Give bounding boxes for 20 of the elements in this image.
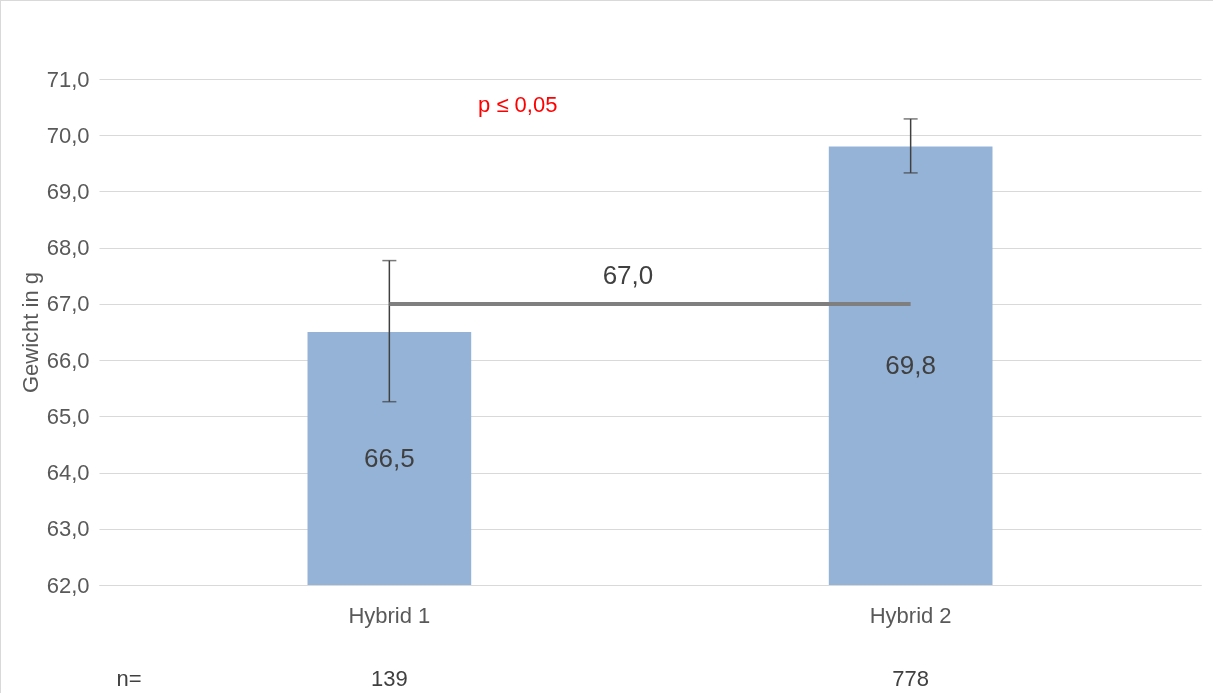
y-tick-label: 67,0 — [46, 291, 90, 317]
text: 139 — [371, 666, 408, 691]
text: 778 — [892, 666, 929, 691]
y-tick-label: 64,0 — [46, 460, 90, 486]
y-tick-label: 69,0 — [46, 178, 90, 204]
y-tick-label: 65,0 — [46, 403, 90, 429]
text: n= — [116, 666, 142, 691]
data-label: 66,5 — [364, 442, 415, 473]
data-label: 69,8 — [885, 349, 936, 380]
y-tick-label: 63,0 — [46, 516, 90, 542]
x-tick-label: Hybrid 1 — [348, 602, 431, 628]
annotation: p ≤ 0,05 — [478, 92, 558, 117]
x-tick-label: Hybrid 2 — [869, 602, 952, 628]
y-axis-title: Gewicht in g — [17, 271, 43, 394]
y-tick-label: 62,0 — [46, 572, 90, 598]
y-tick-label: 66,0 — [46, 347, 90, 373]
y-tick-label: 68,0 — [46, 235, 90, 261]
ref-line-label: 67,0 — [602, 259, 654, 290]
y-tick-label: 70,0 — [46, 122, 90, 148]
y-tick-label: 71,0 — [46, 66, 90, 92]
